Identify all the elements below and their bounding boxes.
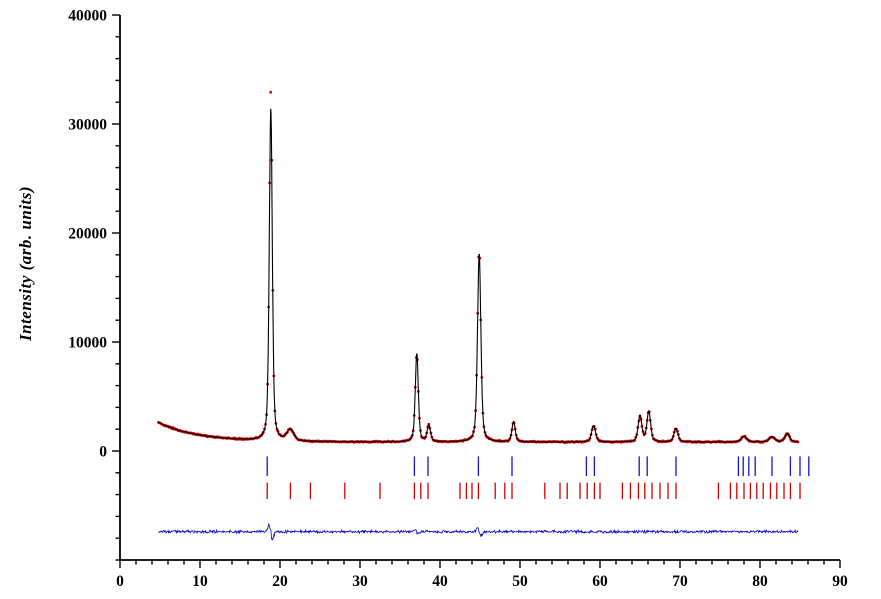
y-tick-label: 30000 [68, 117, 107, 134]
x-tick-label: 30 [352, 573, 368, 590]
difference-curve [158, 522, 799, 541]
y-tick-label: 10000 [68, 335, 107, 352]
x-tick-label: 70 [672, 573, 688, 590]
x-tick-label: 60 [592, 573, 608, 590]
bragg-ticks-phase-2 [266, 482, 801, 499]
y-tick-label: 40000 [68, 8, 107, 25]
x-tick-label: 90 [832, 573, 848, 590]
x-tick-label: 50 [512, 573, 528, 590]
x-tick-label: 40 [432, 573, 448, 590]
y-tick-label: 20000 [68, 226, 107, 243]
calculated-curve [158, 108, 799, 443]
bragg-ticks-phase-1 [266, 456, 810, 477]
x-tick-label: 0 [116, 573, 124, 590]
y-tick-label: 0 [99, 444, 107, 461]
x-tick-label: 80 [752, 573, 768, 590]
x-tick-label: 10 [192, 573, 208, 590]
axis-ticks [112, 14, 841, 568]
x-tick-label: 20 [272, 573, 288, 590]
